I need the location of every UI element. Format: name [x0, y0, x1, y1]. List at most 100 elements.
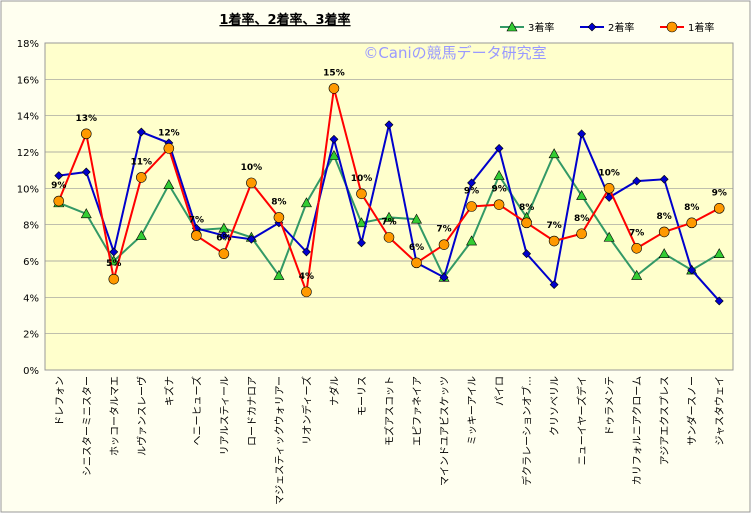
- x-tick-label: シニスターミニスター: [81, 376, 93, 476]
- y-tick-label: 0%: [23, 366, 39, 377]
- y-tick-label: 6%: [23, 257, 39, 268]
- marker: [383, 211, 395, 222]
- data-label: 9%: [712, 188, 727, 198]
- marker: [548, 235, 560, 247]
- marker: [494, 143, 504, 153]
- data-label: 13%: [76, 114, 98, 124]
- marker: [218, 248, 230, 260]
- marker: [466, 201, 477, 212]
- data-label: 6%: [409, 243, 424, 253]
- x-tick-label: リアルスティール: [220, 376, 231, 455]
- marker: [411, 257, 422, 269]
- marker: [108, 273, 120, 285]
- x-tick-label: マインドユアビスケッツ: [439, 376, 451, 486]
- marker: [713, 248, 725, 259]
- marker: [136, 172, 147, 183]
- marker: [467, 178, 476, 188]
- marker: [163, 143, 175, 154]
- marker: [521, 217, 532, 229]
- x-tick-label: ドレフォン: [55, 376, 66, 426]
- legend-label: 3着率: [528, 21, 554, 34]
- y-tick-label: 2%: [23, 330, 39, 341]
- data-label: 7%: [546, 221, 561, 231]
- marker: [493, 199, 505, 210]
- x-tick-label: リオンディーズ: [300, 376, 313, 445]
- marker: [329, 134, 339, 144]
- marker: [411, 213, 423, 224]
- marker: [466, 235, 478, 246]
- x-tick-label: クリソベリル: [549, 376, 561, 436]
- y-tick-label: 4%: [23, 293, 39, 304]
- x-tick-label: キズナ: [163, 376, 176, 406]
- marker: [246, 177, 257, 189]
- data-label: 8%: [684, 203, 699, 213]
- x-tick-label: モーリス: [357, 376, 368, 416]
- marker: [109, 247, 119, 257]
- x-tick-label: ジャスタウェイ: [714, 376, 726, 446]
- marker: [576, 228, 587, 240]
- marker: [493, 169, 505, 180]
- marker: [631, 269, 643, 280]
- data-label: 8%: [574, 214, 589, 224]
- marker: [219, 231, 229, 240]
- x-tick-label: デクラレーションオブ…: [521, 376, 534, 486]
- y-tick-label: 18%: [17, 39, 39, 50]
- marker: [80, 208, 92, 219]
- y-tick-label: 14%: [17, 112, 39, 123]
- marker: [355, 217, 367, 228]
- marker: [603, 183, 615, 194]
- marker: [163, 179, 175, 189]
- data-label: 7%: [189, 216, 204, 226]
- data-label: 7%: [436, 225, 451, 235]
- y-tick-label: 12%: [17, 148, 39, 159]
- marker: [328, 150, 340, 160]
- x-tick-label: ルヴァンスレーヴ: [135, 376, 148, 456]
- x-tick-label: ミッキーアイル: [468, 376, 479, 445]
- legend-label: 2着率: [608, 21, 634, 34]
- marker: [54, 171, 64, 181]
- data-label: 12%: [158, 128, 180, 138]
- marker: [439, 272, 449, 282]
- x-tick-label: サンダースノー: [686, 376, 699, 446]
- data-label: 9%: [491, 185, 506, 195]
- y-tick-label: 10%: [17, 184, 39, 195]
- marker: [522, 249, 532, 259]
- marker: [714, 296, 724, 306]
- data-label: 9%: [464, 187, 479, 197]
- marker: [191, 230, 202, 241]
- marker: [632, 176, 642, 186]
- marker: [300, 197, 312, 208]
- marker: [658, 226, 670, 238]
- data-label: 9%: [51, 181, 66, 191]
- x-tick-label: ナダル: [328, 376, 341, 406]
- marker: [438, 239, 450, 250]
- marker: [631, 242, 642, 254]
- marker: [713, 203, 725, 214]
- marker: [659, 174, 669, 184]
- marker: [658, 248, 670, 259]
- marker: [246, 234, 256, 244]
- x-tick-label: ホッコータルマエ: [109, 376, 121, 456]
- marker: [577, 129, 587, 139]
- marker: [383, 232, 395, 243]
- marker: [576, 189, 588, 200]
- marker: [603, 231, 615, 242]
- marker: [80, 128, 92, 140]
- marker: [686, 217, 698, 229]
- marker: [301, 286, 312, 298]
- marker: [549, 280, 559, 290]
- y-tick-label: 16%: [17, 75, 39, 86]
- marker: [687, 265, 697, 275]
- data-label: 15%: [323, 68, 345, 78]
- x-tick-label: ドゥラメンテ: [604, 376, 616, 436]
- data-label: 8%: [657, 212, 672, 222]
- marker: [357, 238, 366, 248]
- marker: [273, 269, 285, 280]
- x-tick-label: カリフォルニアクローム: [632, 376, 644, 485]
- marker: [548, 148, 560, 159]
- legend-marker: [666, 21, 678, 33]
- marker: [328, 83, 340, 94]
- marker: [135, 229, 147, 240]
- y-tick-label: 8%: [23, 221, 39, 232]
